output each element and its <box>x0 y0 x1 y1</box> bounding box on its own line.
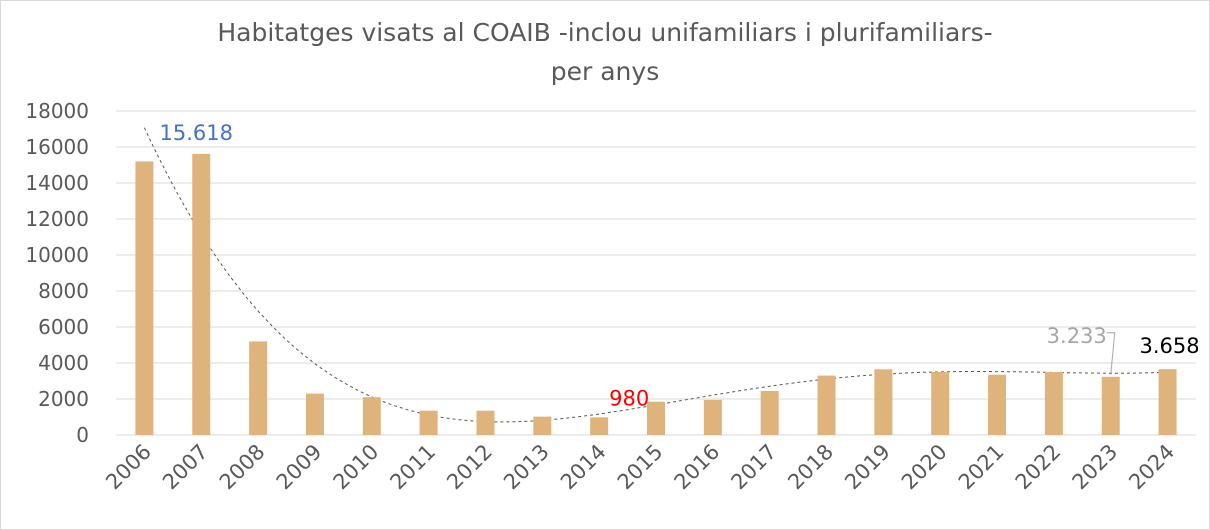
data-label-2024: 3.658 <box>1140 334 1200 358</box>
gridlines <box>116 110 1196 436</box>
data-label-2007: 15.618 <box>160 121 233 145</box>
bar-2020 <box>931 372 950 435</box>
bar-2014 <box>590 417 609 435</box>
bar-2023 <box>1101 376 1120 435</box>
bar-2015 <box>647 401 665 435</box>
data-label-2014: 980 <box>609 386 649 410</box>
bar-2008 <box>249 341 268 435</box>
x-tick-label: 2010 <box>329 440 384 495</box>
bar-2012 <box>476 410 495 435</box>
leader-line <box>1106 332 1116 375</box>
bar-2021 <box>988 374 1007 435</box>
bar-2011 <box>419 410 438 435</box>
x-tick-label: 2013 <box>499 440 554 495</box>
x-tick-label: 2018 <box>783 440 838 495</box>
bar-2018 <box>817 375 836 435</box>
x-tick-label: 2014 <box>556 440 611 495</box>
bar-2013 <box>533 416 552 435</box>
x-tick-label: 2016 <box>670 440 725 495</box>
trendline <box>143 127 1168 423</box>
chart-title-line1: Habitatges visats al COAIB -inclou unifa… <box>217 18 992 47</box>
bar-2022 <box>1044 372 1063 435</box>
y-tick-label: 6000 <box>38 315 89 339</box>
chart-title-line2: per anys <box>551 57 659 86</box>
bars <box>135 153 1177 435</box>
y-tick-label: 12000 <box>25 207 89 231</box>
bar-2017 <box>760 390 779 435</box>
bar-2009 <box>305 393 324 435</box>
x-tick-label: 2006 <box>101 440 156 495</box>
x-tick-label: 2024 <box>1124 440 1179 495</box>
x-tick-label: 2012 <box>442 440 497 495</box>
x-tick-label: 2009 <box>272 440 327 495</box>
y-tick-label: 14000 <box>25 171 89 195</box>
y-tick-label: 0 <box>76 423 89 447</box>
x-tick-label: 2019 <box>840 440 895 495</box>
x-tick-label: 2021 <box>954 440 1009 495</box>
bar-2019 <box>874 369 893 435</box>
y-tick-label: 18000 <box>25 99 89 123</box>
data-label-2023: 3.233 <box>1047 324 1107 348</box>
x-tick-label: 2017 <box>726 440 781 495</box>
y-tick-label: 16000 <box>25 135 89 159</box>
x-tick-label: 2008 <box>215 440 270 495</box>
bar-2024 <box>1158 369 1177 435</box>
x-tick-label: 2015 <box>613 440 668 495</box>
x-tick-label: 2020 <box>897 440 952 495</box>
y-tick-label: 8000 <box>38 279 89 303</box>
data-labels: 15.618 980 3.233 3.658 <box>160 121 1200 410</box>
x-tick-label: 2011 <box>385 440 440 495</box>
trendline-layer <box>143 127 1168 423</box>
x-tick-label: 2007 <box>158 440 213 495</box>
y-tick-label: 4000 <box>38 351 89 375</box>
x-tick-label: 2023 <box>1068 440 1123 495</box>
bar-2007 <box>192 153 211 435</box>
bar-2010 <box>362 397 381 435</box>
x-tick-label: 2022 <box>1011 440 1066 495</box>
y-tick-label: 2000 <box>38 387 89 411</box>
y-tick-label: 10000 <box>25 243 89 267</box>
bar-2006 <box>135 161 154 435</box>
bar-2016 <box>703 399 722 435</box>
